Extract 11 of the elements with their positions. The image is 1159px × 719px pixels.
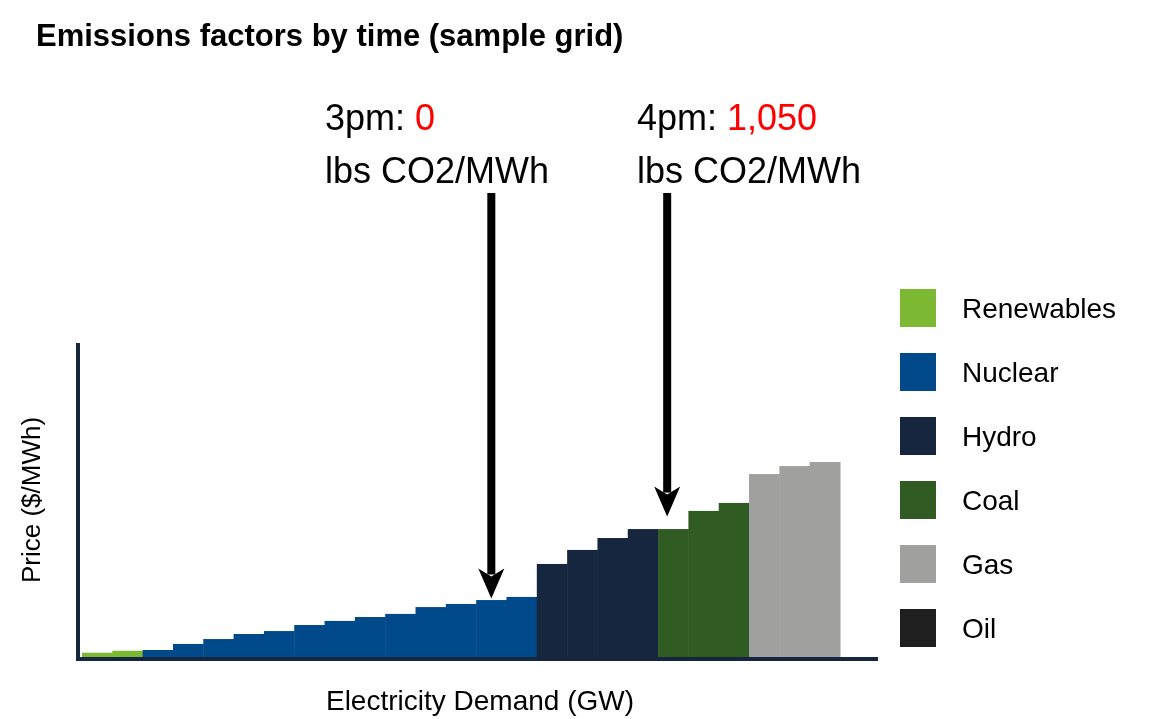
x-axis-title: Electricity Demand (GW) <box>325 685 635 716</box>
legend-label: Hydro <box>962 421 1037 452</box>
legend-label: Renewables <box>962 293 1117 324</box>
legend-label: Gas <box>962 549 1014 580</box>
text: 4pm: 1,050 lbs CO2/MWh <box>637 97 862 191</box>
y-axis-title: Price ($/MWh) <box>16 416 46 584</box>
legend-label: Nuclear <box>962 357 1059 388</box>
text: 3pm: 0 lbs CO2/MWh <box>325 97 550 191</box>
chart-title: Emissions factors by time (sample grid) <box>36 18 624 53</box>
legend-label: Oil <box>962 613 997 644</box>
legend-label: Coal <box>962 485 1020 516</box>
